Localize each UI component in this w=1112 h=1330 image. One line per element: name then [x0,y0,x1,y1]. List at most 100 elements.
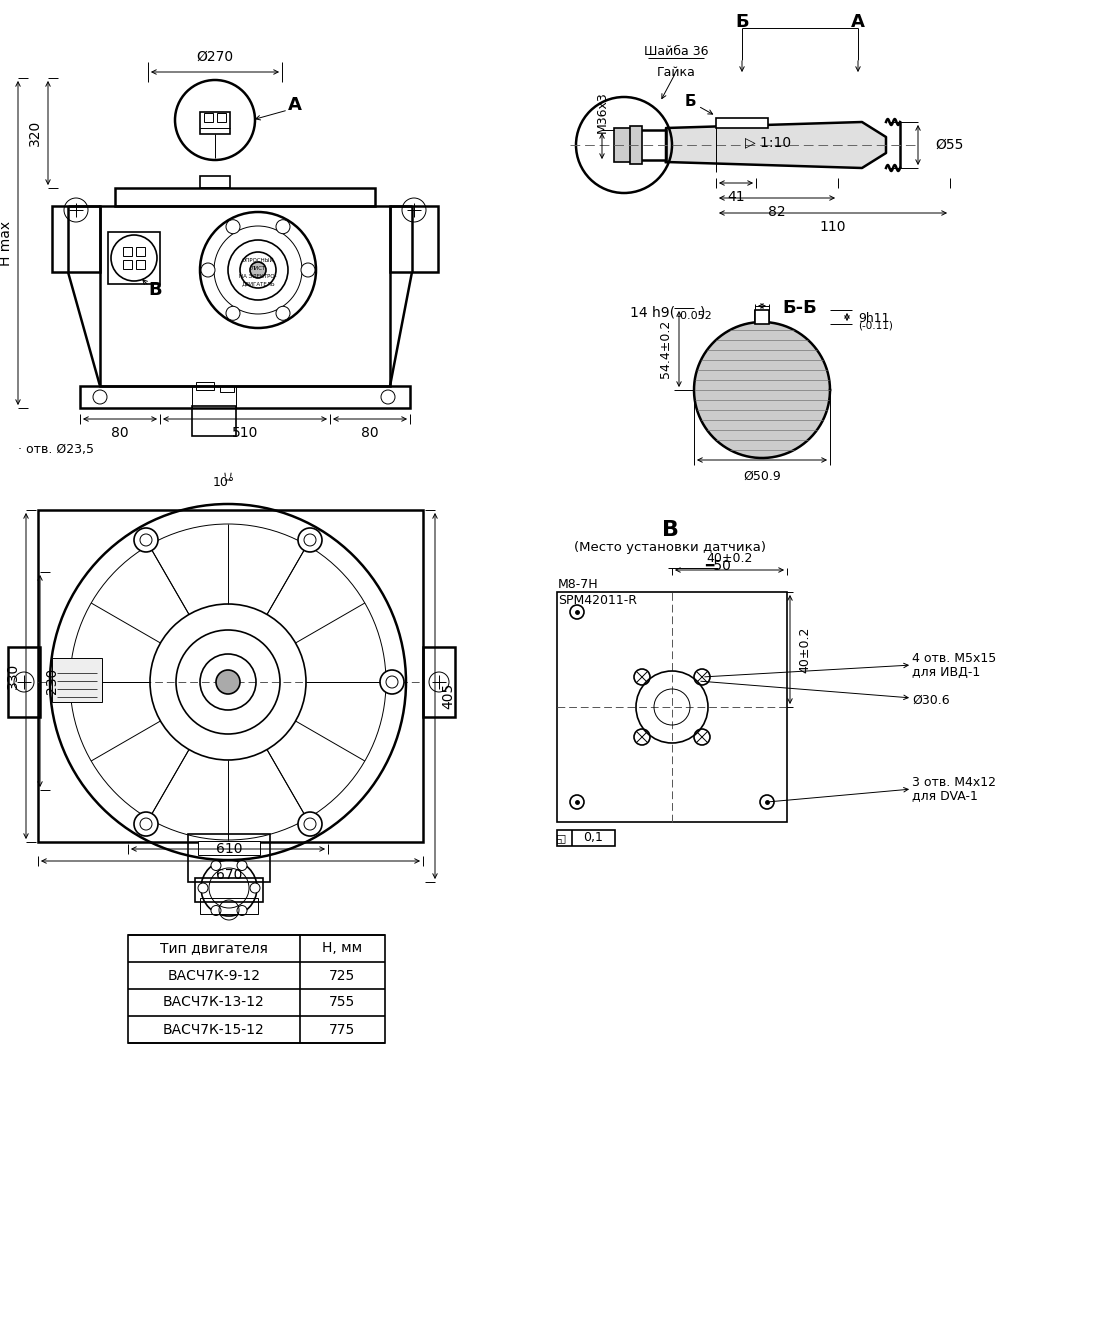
Text: 610: 610 [216,842,242,857]
Text: 40±0.2: 40±0.2 [798,626,811,673]
Text: 725: 725 [329,968,356,983]
Circle shape [211,861,221,870]
Text: 320: 320 [28,120,42,146]
Text: 405: 405 [441,682,455,709]
Text: M8-7H: M8-7H [558,577,598,591]
Text: 9h11: 9h11 [858,311,890,325]
Text: ДВИГАТЕЛЬ: ДВИГАТЕЛЬ [241,282,275,286]
Bar [192,406,236,436]
Text: для DVA-1: для DVA-1 [912,790,977,802]
Circle shape [135,528,158,552]
Bar [80,386,410,408]
Text: (-0.11): (-0.11) [858,321,893,331]
Text: 330: 330 [6,662,20,689]
Text: Шайба 36: Шайба 36 [644,45,708,59]
Text: 82: 82 [768,205,786,219]
Bar [198,841,260,855]
Text: ЛИСТ: ЛИСТ [250,266,266,270]
Bar [123,259,132,269]
Bar [220,386,234,392]
Bar [636,130,666,160]
Text: В: В [148,281,162,299]
Text: 775: 775 [329,1023,356,1036]
Bar [52,658,102,702]
Text: 54.4±0.2: 54.4±0.2 [659,321,673,378]
Text: ВАСЧ7К-9-12: ВАСЧ7К-9-12 [168,968,260,983]
Text: Б: Б [735,13,748,31]
Text: H max: H max [0,221,13,266]
Text: 14 h9(: 14 h9( [631,305,675,319]
Text: 80: 80 [111,426,129,440]
Text: 80: 80 [361,426,379,440]
Bar [716,118,768,128]
Bar [614,128,636,162]
Text: В: В [662,520,678,540]
Bar [200,176,230,188]
Text: 230: 230 [44,668,59,694]
Circle shape [52,670,76,694]
Text: ВАСЧ7К-13-12: ВАСЧ7К-13-12 [163,995,265,1009]
Text: ОПРОСНЫЙ: ОПРОСНЫЙ [241,258,275,262]
Circle shape [276,219,290,234]
Bar [631,126,642,164]
Bar [128,935,385,1043]
Bar [8,646,40,717]
Text: 110: 110 [820,219,846,234]
Text: для ИВД-1: для ИВД-1 [912,665,981,678]
Text: 40±0.2: 40±0.2 [706,552,753,565]
Bar [100,206,390,386]
Circle shape [380,670,404,694]
Bar [188,834,270,882]
Text: SPM42011-R: SPM42011-R [558,593,637,606]
Text: A: A [851,13,865,31]
Text: ВАСЧ7К-15-12: ВАСЧ7К-15-12 [163,1023,265,1036]
Bar [557,592,787,822]
Circle shape [198,883,208,892]
Circle shape [216,670,240,694]
Bar [115,188,375,206]
Text: 41: 41 [727,190,745,203]
Bar [136,259,145,269]
Circle shape [201,263,215,277]
Circle shape [250,883,260,892]
Text: 510: 510 [231,426,258,440]
Circle shape [237,861,247,870]
Text: ): ) [699,305,705,319]
Text: Ø50.9: Ø50.9 [743,469,781,483]
Text: 3 отв. M4x12: 3 отв. M4x12 [912,775,996,789]
Text: ◱: ◱ [556,833,566,843]
Bar [52,206,100,273]
Bar [196,382,214,390]
Bar [203,113,214,122]
Text: (Место установки датчика): (Место установки датчика) [574,541,766,555]
Text: A: A [288,96,302,114]
Text: Ø270: Ø270 [197,51,234,64]
Circle shape [301,263,315,277]
Circle shape [135,813,158,837]
Polygon shape [666,122,886,168]
Circle shape [226,306,240,321]
Bar [136,247,145,255]
Text: · отв. Ø23,5: · отв. Ø23,5 [18,443,95,456]
Text: -0.052: -0.052 [676,311,712,321]
Text: Б: Б [684,94,696,109]
Text: 0,1: 0,1 [583,831,603,845]
Text: 755: 755 [329,995,356,1009]
Text: ▷ 1:10: ▷ 1:10 [745,136,791,149]
Bar [200,898,258,914]
Bar [390,206,438,273]
Text: 4 отв. M5x15: 4 отв. M5x15 [912,652,996,665]
Bar [38,509,423,842]
Text: 670: 670 [216,868,242,882]
Bar [423,646,455,717]
Circle shape [237,906,247,915]
Text: НА ЭЛЕКТРО-: НА ЭЛЕКТРО- [239,274,277,278]
Polygon shape [694,322,830,458]
Text: Тип двигателя: Тип двигателя [160,942,268,955]
Bar [108,231,160,285]
Circle shape [276,306,290,321]
Text: M36х3: M36х3 [596,92,608,133]
Bar [123,247,132,255]
Circle shape [211,906,221,915]
Bar [195,878,264,902]
